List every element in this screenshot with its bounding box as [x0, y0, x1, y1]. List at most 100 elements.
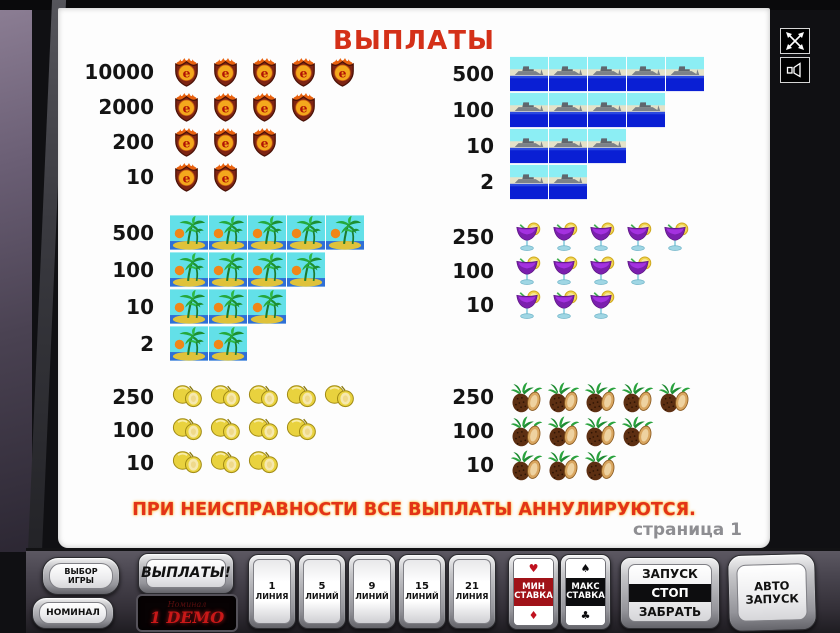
- pineapple-icon: [510, 416, 543, 447]
- paytable-row: 10: [424, 128, 705, 164]
- line-button-face: 5 ЛИНИЙ: [303, 559, 341, 624]
- palm-island-icon: [170, 325, 208, 362]
- paytable-row: 10: [84, 446, 360, 479]
- palm-island-icon: [209, 251, 247, 288]
- lychee-fruit-icon: [248, 417, 279, 441]
- palm-island-icon: [248, 251, 286, 288]
- payout-value: 100: [112, 417, 154, 442]
- auto-start-button[interactable]: АВТО ЗАПУСК: [727, 552, 817, 633]
- paytable-section-lychee: 250 100 10: [84, 380, 360, 479]
- line-button-15[interactable]: 15 ЛИНИЙ: [398, 554, 446, 629]
- symbol-row: [170, 448, 284, 478]
- flaming-e-logo-badge-icon: [253, 126, 276, 157]
- nominal-button[interactable]: НОМИНАЛ: [32, 597, 114, 629]
- paytable-section-ship: 500 100 10 2: [424, 56, 705, 200]
- line-button-1[interactable]: 1 ЛИНИЯ: [248, 554, 296, 629]
- palm-island-icon: [248, 288, 286, 325]
- payout-value: 250: [452, 225, 494, 249]
- paytable-row: 250: [424, 380, 695, 414]
- steamship-icon: [549, 128, 587, 164]
- line-button-5[interactable]: 5 ЛИНИЙ: [298, 554, 346, 629]
- denomination-value: 1 DEMO: [149, 607, 225, 627]
- line-word-label: ЛИНИЯ: [255, 592, 289, 602]
- flaming-e-logo-badge-icon: [175, 161, 198, 192]
- paytable-row: 500: [424, 56, 705, 92]
- payout-value: 10: [126, 294, 154, 319]
- payout-value: 200: [112, 129, 154, 154]
- payout-value: 10: [466, 453, 494, 477]
- lychee-fruit-icon: [286, 417, 317, 441]
- lychee-fruit-icon: [248, 384, 279, 408]
- palm-island-icon: [248, 214, 286, 251]
- cocktail-glass-icon: [626, 255, 652, 285]
- fullscreen-arrows-icon: [786, 32, 804, 50]
- malfunction-warning: ПРИ НЕИСПРАВНОСТИ ВСЕ ВЫПЛАТЫ АННУЛИРУЮТ…: [132, 500, 696, 520]
- symbol-row: [170, 126, 287, 157]
- line-word-label: ЛИНИЙ: [405, 592, 439, 602]
- line-button-face: 15 ЛИНИЙ: [403, 559, 441, 624]
- flaming-e-logo-badge-icon: [214, 56, 237, 87]
- symbol-row: [510, 56, 705, 92]
- lychee-fruit-icon: [210, 384, 241, 408]
- palm-island-icon: [170, 214, 208, 251]
- cocktail-glass-icon: [515, 255, 541, 285]
- fullscreen-button[interactable]: [780, 28, 810, 54]
- game-select-button[interactable]: ВЫБОР ИГРЫ: [42, 557, 120, 595]
- game-select-line1: ВЫБОР: [64, 567, 98, 576]
- paytable-row: 2: [424, 164, 705, 200]
- payouts-button[interactable]: ВЫПЛАТЫ!: [138, 553, 234, 594]
- paytable-row: 100: [424, 414, 695, 448]
- line-button-9[interactable]: 9 ЛИНИЙ: [348, 554, 396, 629]
- monitor-bezel-top: [0, 0, 840, 10]
- max-bet-face: ♠ МАКС СТАВКА ♣: [564, 558, 607, 626]
- flaming-e-logo-badge-icon: [214, 161, 237, 192]
- cocktail-glass-icon: [552, 221, 578, 251]
- payout-value: 100: [452, 419, 494, 443]
- lychee-fruit-icon: [172, 417, 203, 441]
- cabinet-side: [0, 0, 32, 552]
- steamship-icon: [549, 164, 587, 200]
- max-bet-button[interactable]: ♠ МАКС СТАВКА ♣: [560, 554, 611, 630]
- min-bet-button[interactable]: ♥ МИН СТАВКА ♦: [508, 554, 559, 630]
- paytable-row: 10000: [84, 54, 365, 89]
- palm-island-icon: [287, 214, 325, 251]
- paytable-row: 10: [84, 288, 365, 325]
- symbol-row: [510, 221, 695, 253]
- paytable-row: 250: [424, 220, 695, 254]
- paytable-row: 250: [84, 380, 360, 413]
- flaming-e-logo-badge-icon: [175, 56, 198, 87]
- denomination-display: Номинал 1 DEMO: [136, 594, 238, 632]
- paytable-section-palm: 500 100 10 2: [84, 214, 365, 362]
- cocktail-glass-icon: [552, 255, 578, 285]
- game-select-label: ВЫБОР ИГРЫ: [48, 562, 114, 590]
- payout-value: 100: [452, 98, 494, 122]
- symbol-row: [170, 382, 360, 412]
- paytable-row: 10: [84, 159, 365, 194]
- steamship-icon: [510, 56, 548, 92]
- steamship-icon: [588, 128, 626, 164]
- payout-value: 10000: [84, 59, 154, 84]
- steamship-icon: [627, 92, 665, 128]
- lychee-fruit-icon: [324, 384, 355, 408]
- sound-button[interactable]: [780, 57, 810, 83]
- paytable-screen: ВЫПЛАТЫ 10000 2000 200 10 500 100 10 2 500 100 1…: [58, 8, 770, 548]
- club-suit-icon: ♣: [565, 606, 606, 625]
- game-select-line2: ИГРЫ: [68, 576, 94, 585]
- start-label: ЗАПУСК: [642, 567, 698, 582]
- payout-value: 2: [480, 170, 494, 194]
- paytable-row: 100: [424, 254, 695, 288]
- min-bet-label: МИН СТАВКА: [513, 577, 554, 607]
- pineapple-icon: [658, 382, 691, 413]
- line-button-21[interactable]: 21 ЛИНИЯ: [448, 554, 496, 629]
- lychee-fruit-icon: [248, 450, 279, 474]
- payout-value: 10: [466, 134, 494, 158]
- payout-value: 500: [112, 220, 154, 245]
- flaming-e-logo-badge-icon: [175, 126, 198, 157]
- page-number-label: страница 1: [632, 520, 742, 540]
- cocktail-glass-icon: [515, 221, 541, 251]
- payout-value: 100: [452, 259, 494, 283]
- start-stop-collect-button[interactable]: ЗАПУСК СТОП ЗАБРАТЬ: [620, 557, 720, 629]
- pineapple-icon: [584, 416, 617, 447]
- paytable-row: 2000: [84, 89, 365, 124]
- pineapple-icon: [621, 382, 654, 413]
